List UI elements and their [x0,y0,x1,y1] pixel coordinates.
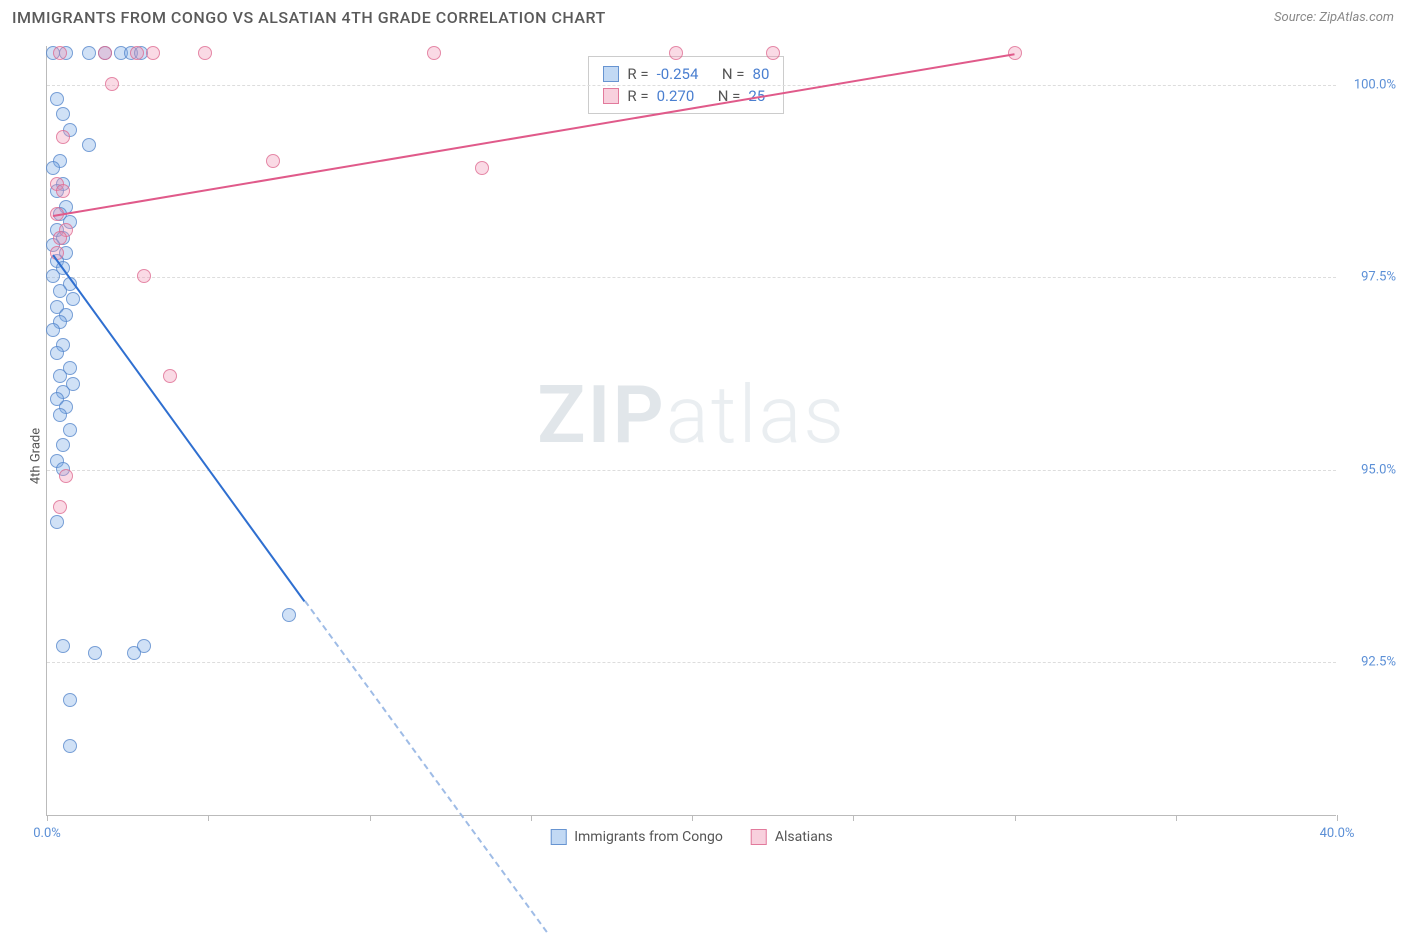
scatter-point [50,346,64,360]
scatter-point [105,77,119,91]
y-tick-label: 97.5% [1341,270,1396,285]
scatter-point [63,693,77,707]
bottom-legend: Immigrants from Congo Alsatians [550,829,833,845]
scatter-point [766,46,780,60]
scatter-point [198,46,212,60]
legend-label-series1: Immigrants from Congo [574,829,723,845]
chart-area: 4th Grade ZIPatlas R = -0.254 N = 80 R =… [0,36,1406,876]
legend-label-series2: Alsatians [775,829,833,845]
source-label: Source: ZipAtlas.com [1274,10,1394,25]
scatter-point [66,292,80,306]
scatter-point [98,46,112,60]
y-axis-label: 4th Grade [29,428,44,484]
x-tick [1015,815,1016,821]
scatter-point [46,323,60,337]
x-tick-label: 40.0% [1320,826,1355,841]
scatter-point [46,269,60,283]
swatch-series1-icon [550,829,566,845]
x-tick [692,815,693,821]
scatter-point [475,161,489,175]
y-tick-label: 95.0% [1341,462,1396,477]
scatter-point [56,107,70,121]
y-tick-label: 92.5% [1341,655,1396,670]
scatter-point [53,500,67,514]
scatter-point [53,369,67,383]
chart-title: IMMIGRANTS FROM CONGO VS ALSATIAN 4TH GR… [12,8,606,27]
scatter-point [146,46,160,60]
x-tick [1337,815,1338,821]
x-tick [1176,815,1177,821]
scatter-point [163,369,177,383]
x-tick [370,815,371,821]
scatter-point [46,161,60,175]
x-tick [531,815,532,821]
trend-line [53,254,306,602]
trend-line [304,601,547,933]
swatch-series1-icon [603,66,619,82]
scatter-point [427,46,441,60]
scatter-point [82,138,96,152]
scatter-point [53,284,67,298]
scatter-point [50,515,64,529]
scatter-point [82,46,96,60]
scatter-point [56,184,70,198]
scatter-point [63,739,77,753]
scatter-point [1008,46,1022,60]
scatter-point [88,646,102,660]
gridline [47,470,1336,471]
scatter-point [137,269,151,283]
swatch-series2-icon [751,829,767,845]
plot-region: ZIPatlas R = -0.254 N = 80 R = 0.270 N =… [46,46,1336,816]
trend-line [53,54,1014,218]
watermark: ZIPatlas [537,368,846,462]
scatter-point [53,408,67,422]
x-tick-label: 0.0% [33,826,61,841]
gridline [47,277,1336,278]
scatter-point [282,608,296,622]
scatter-point [53,231,67,245]
gridline [47,662,1336,663]
scatter-point [63,423,77,437]
y-tick-label: 100.0% [1341,77,1396,92]
x-tick [47,815,48,821]
scatter-point [50,92,64,106]
scatter-point [56,130,70,144]
x-tick [208,815,209,821]
scatter-point [59,469,73,483]
scatter-point [127,646,141,660]
gridline [47,85,1336,86]
scatter-point [266,154,280,168]
scatter-point [56,639,70,653]
scatter-point [56,438,70,452]
scatter-point [669,46,683,60]
scatter-point [130,46,144,60]
swatch-series2-icon [603,88,619,104]
x-tick [853,815,854,821]
scatter-point [53,46,67,60]
